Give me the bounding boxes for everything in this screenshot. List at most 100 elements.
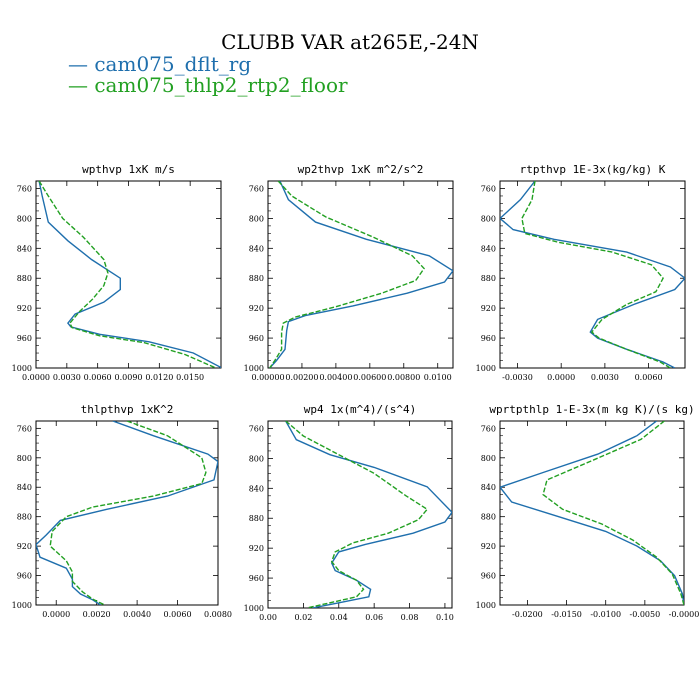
series-line-cam075_thlp2_rtp2_floor	[49, 421, 207, 605]
legend-item-thlp2-rtp2-floor: — cam075_thlp2_rtp2_floor	[68, 73, 348, 97]
x-tick-label: 0.0090	[115, 373, 143, 382]
y-tick-label: 880	[249, 514, 264, 523]
legend-item-dflt-rg: — cam075_dflt_rg	[68, 52, 252, 76]
y-tick-label: 1000	[244, 604, 264, 613]
x-tick-label: 0.0080	[204, 610, 232, 619]
x-tick-label: -0.0200	[512, 610, 543, 619]
y-tick-label: 1000	[476, 364, 496, 373]
series-line-cam075_dflt_rg	[285, 421, 452, 608]
y-tick-label: 800	[249, 454, 264, 463]
plot-frame	[267, 420, 453, 609]
plot-frame	[35, 180, 222, 369]
panel-title: wprtpthlp 1-E-3x(m kg K)/(s kg)	[489, 403, 694, 416]
x-tick-label: 0.00	[259, 613, 277, 622]
x-tick-label: 0.0030	[53, 373, 81, 382]
series-line-cam075_thlp2_rtp2_floor	[269, 181, 425, 368]
y-tick-label: 760	[481, 184, 496, 193]
chart-panel-4: thlpthvp 1xK^2 760 800 840 880 920 960 1000 0.00…	[12, 403, 232, 619]
series-line-cam075_dflt_rg	[500, 181, 685, 368]
series-line-cam075_dflt_rg	[500, 421, 684, 605]
y-tick-label: 840	[17, 244, 32, 253]
panel-title: wp4 1x(m^4)/(s^4)	[304, 403, 417, 416]
x-tick-label: 0.0030	[591, 373, 619, 382]
x-tick-label: 0.0060	[635, 373, 663, 382]
y-tick-label: 760	[17, 424, 32, 433]
y-tick-label: 800	[17, 454, 32, 463]
y-tick-label: 960	[249, 574, 264, 583]
x-tick-label: 0.0000	[42, 610, 70, 619]
y-tick-label: 960	[17, 334, 32, 343]
y-tick-label: 760	[249, 184, 264, 193]
plot-frame	[267, 180, 454, 369]
x-tick-label: -0.0030	[502, 373, 533, 382]
figure-title: CLUBB VAR at265E,-24N	[221, 30, 479, 54]
y-tick-label: 1000	[12, 601, 32, 610]
x-tick-label: 0.0000	[547, 373, 575, 382]
x-tick-label: 0.0060	[164, 610, 192, 619]
chart-panel-1: wpthvp 1xK m/s76080084088092096010000.00…	[12, 163, 222, 382]
panel-title: wp2thvp 1xK m^2/s^2	[298, 163, 424, 176]
y-tick-label: 760	[249, 424, 264, 433]
y-tick-label: 960	[481, 572, 496, 581]
series-line-cam075_thlp2_rtp2_floor	[542, 421, 684, 605]
x-tick-label: 0.10	[436, 613, 454, 622]
chart-panel-2: wp2thvp 1xK m^2/s^2 760 800 840 880 920 960 100…	[244, 163, 454, 382]
y-tick-label: 920	[17, 304, 32, 313]
y-tick-label: 840	[249, 244, 264, 253]
x-tick-label: 0.0120	[145, 373, 173, 382]
y-tick-label: 1000	[244, 364, 264, 373]
y-tick-label: 880	[481, 513, 496, 522]
x-tick-label: 0.00800	[387, 373, 420, 382]
x-tick-label: -0.0000	[669, 610, 700, 619]
x-tick-label: 0.00600	[353, 373, 386, 382]
y-tick-label: 880	[249, 274, 264, 283]
chart-panel-5: wp4 1x(m^4)/(s^4)76080084088092096010000…	[244, 403, 454, 622]
series-line-cam075_dflt_rg	[269, 181, 453, 368]
y-tick-label: 960	[481, 334, 496, 343]
series-line-cam075_thlp2_rtp2_floor	[521, 181, 671, 368]
y-tick-label: 1000	[476, 601, 496, 610]
y-tick-label: 920	[249, 544, 264, 553]
plot-frame	[499, 180, 686, 369]
x-tick-label: 0.0150	[176, 373, 204, 382]
panel-title: rtpthvp 1E-3x(kg/kg) K	[520, 163, 666, 176]
y-tick-label: 840	[481, 244, 496, 253]
series-line-cam075_dflt_rg	[38, 181, 221, 368]
y-tick-label: 960	[249, 334, 264, 343]
x-tick-label: 0.04	[330, 613, 348, 622]
y-tick-label: 920	[481, 304, 496, 313]
y-tick-label: 760	[17, 184, 32, 193]
y-tick-label: 880	[481, 274, 496, 283]
y-tick-label: 800	[481, 454, 496, 463]
y-tick-label: 800	[249, 214, 264, 223]
y-tick-label: 1000	[12, 364, 32, 373]
y-tick-label: 880	[17, 513, 32, 522]
x-tick-label: -0.0150	[551, 610, 582, 619]
plot-frame	[499, 420, 685, 606]
panel-title: thlpthvp 1xK^2	[81, 403, 174, 416]
y-tick-label: 800	[17, 214, 32, 223]
x-tick-label: 0.00200	[285, 373, 318, 382]
x-tick-label: 0.00400	[319, 373, 352, 382]
x-tick-label: 0.0040	[123, 610, 151, 619]
x-tick-label: 0.0060	[84, 373, 112, 382]
y-tick-label: 880	[17, 274, 32, 283]
y-tick-label: 920	[481, 542, 496, 551]
series-line-cam075_thlp2_rtp2_floor	[38, 181, 217, 368]
y-tick-label: 960	[17, 572, 32, 581]
panel-title: wpthvp 1xK m/s	[82, 163, 175, 176]
y-tick-label: 840	[481, 483, 496, 492]
series-line-cam075_dflt_rg	[36, 421, 218, 605]
y-tick-label: 840	[249, 484, 264, 493]
y-tick-label: 760	[481, 424, 496, 433]
chart-panel-6: wprtpthlp 1-E-3x(m kg K)/(s kg) 760 800 840…	[476, 403, 700, 619]
y-tick-label: 840	[17, 483, 32, 492]
x-tick-label: -0.0050	[629, 610, 660, 619]
x-tick-label: 0.02	[294, 613, 312, 622]
x-tick-label: 0.0000	[22, 373, 50, 382]
x-tick-label: -0.0100	[590, 610, 621, 619]
x-tick-label: 0.00000	[251, 373, 284, 382]
x-tick-label: 0.08	[401, 613, 419, 622]
x-tick-label: 0.0020	[83, 610, 111, 619]
